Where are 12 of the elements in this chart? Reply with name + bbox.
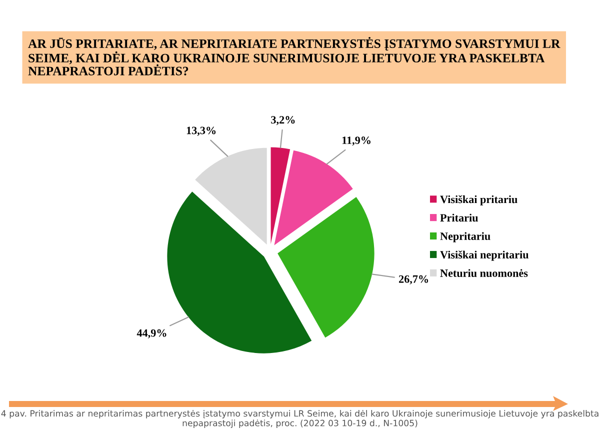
data-label: 11,9% [342, 136, 370, 146]
chart-title: AR JŪS PRITARIATE, AR NEPRITARIATE PARTNERYSTĖS ĮSTATYMO SVARSTYMUI LR SEIME, KAI DĖL KARO UKRAINOJE SUNERIMUSIOJE LIETUVOJE YRA PASKELBTA NEPAPRASTOJI PADĖTIS? [28, 36, 560, 76]
data-label: 3,2% [271, 116, 295, 126]
data-label: 13,3% [186, 126, 216, 136]
legend-label: Neturiu nuomonės [440, 269, 528, 277]
legend-label: Nepritariu [440, 232, 490, 242]
data-label: 26,7% [399, 275, 428, 284]
legend-label: Pritariu [440, 214, 478, 222]
data-label: 44,9% [136, 329, 166, 338]
legend-label: Visiškai pritariu [440, 195, 518, 206]
text: 4 pav. Pritarimas ar nepritarimas partnerystės įstatymo svarstymui LR Seime, kai dėl karo Ukrainoje sunerimusioje Lietuvoje yra paskelbta nepaprastoji padėtis, proc. (2022 03 10-19 d., N-1005) [1, 410, 598, 428]
legend-label: Visiškai nepritariu [440, 250, 528, 261]
